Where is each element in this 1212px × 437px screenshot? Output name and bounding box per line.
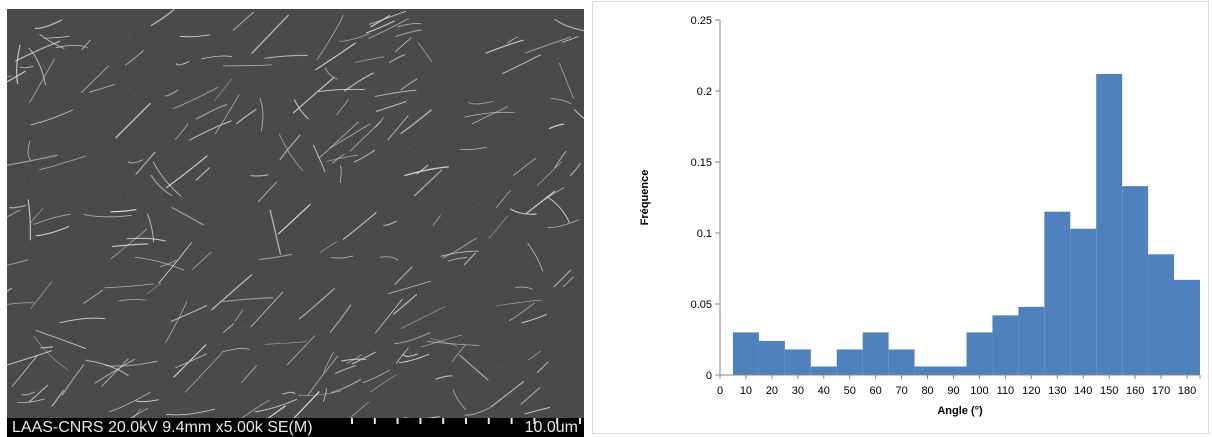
x-tick-label: 120 [1022, 385, 1040, 397]
sem-scale-bar [351, 418, 581, 424]
y-tick-label: 0.1 [697, 228, 712, 240]
histogram-bar [1044, 211, 1071, 375]
sem-scale-tick [556, 418, 559, 424]
x-tick-label: 0 [717, 385, 723, 397]
histogram-bar [992, 315, 1019, 375]
histogram-bar [914, 366, 941, 375]
x-tick-label: 40 [818, 385, 830, 397]
sem-scale-tick [419, 418, 422, 424]
x-tick-label: 160 [1126, 385, 1144, 397]
histogram-bar [1122, 186, 1149, 375]
y-tick-label: 0.2 [697, 86, 712, 98]
histogram-plot: 0 0.05 0.1 0.15 0.2 0.25 0 10 20 30 40 50 60 70 80 90 10… [639, 15, 1201, 417]
y-tick-label: 0.05 [691, 299, 712, 311]
histogram-bar [1096, 73, 1123, 376]
sem-micrograph: LAAS-CNRS 20.0kV 9.4mm x5.00k SE(M) 10.0… [7, 9, 584, 437]
y-axis-title: Fréquence [639, 170, 651, 226]
histogram-bar [784, 349, 811, 375]
histogram-bar [1070, 228, 1097, 375]
histogram-bar [888, 349, 915, 375]
histogram-bar [940, 366, 967, 375]
sem-caption: LAAS-CNRS 20.0kV 9.4mm x5.00k SE(M) [12, 419, 313, 436]
sem-scale-tick [396, 418, 399, 424]
sem-scale-bar-label: 10.0um [524, 419, 578, 436]
histogram-bar [758, 340, 785, 375]
sem-scale-tick [510, 418, 513, 424]
x-axis-title: Angle (°) [937, 405, 983, 417]
x-tick-label: 80 [921, 385, 933, 397]
sem-fiber-image [7, 9, 584, 418]
x-tick-label: 140 [1074, 385, 1092, 397]
sem-scale-tick [465, 418, 467, 424]
x-tick-label: 60 [870, 385, 882, 397]
x-tick-label: 20 [766, 385, 778, 397]
sem-scale-tick [533, 418, 536, 424]
sem-scale-tick [487, 418, 490, 424]
x-tick-label: 10 [740, 385, 752, 397]
y-tick-label: 0.15 [691, 157, 712, 169]
histogram-bar [862, 332, 889, 375]
sem-scale-tick [351, 418, 353, 424]
x-tick-label: 130 [1048, 385, 1066, 397]
sem-scale-tick [579, 418, 581, 424]
histogram-bar [732, 332, 759, 375]
x-tick-label: 30 [792, 385, 804, 397]
x-tick-label: 100 [970, 385, 988, 397]
sem-fibers [7, 9, 584, 418]
histogram-bar [836, 349, 863, 375]
x-tick-label: 150 [1100, 385, 1118, 397]
x-tick-label: 70 [895, 385, 907, 397]
sem-background [7, 9, 584, 418]
y-tick-label: 0.25 [691, 15, 712, 27]
x-tick-label: 170 [1152, 385, 1170, 397]
x-tick-label: 50 [844, 385, 856, 397]
histogram-bar [1148, 254, 1175, 375]
sem-noise [7, 9, 584, 418]
x-tick-label: 180 [1178, 385, 1196, 397]
x-tick-label: 110 [997, 385, 1015, 397]
y-tick-label: 0 [706, 370, 712, 382]
histogram-bar [966, 332, 993, 375]
x-tick-label: 90 [947, 385, 959, 397]
histogram-bar [1018, 306, 1045, 375]
sem-scale-tick [442, 418, 445, 424]
sem-scale-tick [373, 418, 376, 424]
histogram-bar [1174, 279, 1200, 375]
histogram-bar [810, 366, 837, 375]
sem-info-bar: LAAS-CNRS 20.0kV 9.4mm x5.00k SE(M) 10.0… [7, 418, 584, 437]
histogram-chart: 0 0.05 0.1 0.15 0.2 0.25 0 10 20 30 40 50 60 70 80 90 10… [592, 1, 1209, 434]
